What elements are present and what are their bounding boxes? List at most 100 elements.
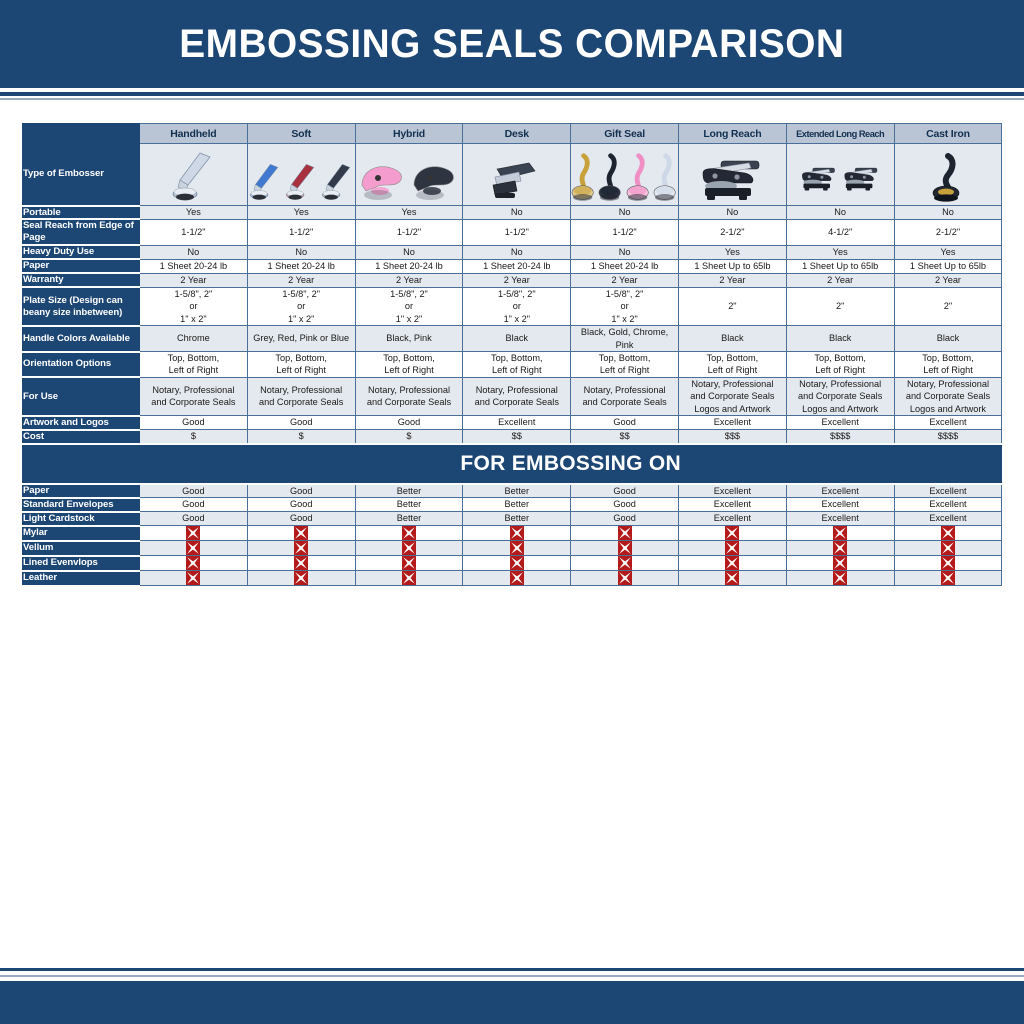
column-header-desk[interactable]: Desk [462,123,572,144]
not-supported-x-icon [725,526,740,541]
cell-lined-evenvlops-4 [570,555,679,572]
cell-artwork-and-logos-2: Good [354,415,464,431]
not-supported-x-icon [186,541,201,556]
row-label-for-use: For Use [22,377,140,417]
cell-paper-1: 1 Sheet 20-24 lb [246,258,356,274]
cell-plate-size-design-can-beany-size-inbetween-7: 2" [893,286,1003,327]
row-label-light-cardstock: Light Cardstock [22,511,140,527]
cell-lined-evenvlops-2 [354,555,464,572]
table-row: Seal Reach from Edge of Page 1-1/2" 1-1/2"… [22,218,1003,247]
row-label-heavy-duty-use: Heavy Duty Use [22,245,140,261]
not-supported-x-icon [401,571,416,586]
column-header-extended-long-reach[interactable]: Extended Long Reach [785,123,895,144]
not-supported-x-icon [186,526,201,541]
cell-artwork-and-logos-0: Good [139,415,248,431]
cell-seal-reach-from-edge-of-page-0: 1-1/2" [139,218,248,246]
cell-artwork-and-logos-6: Excellent [785,415,895,431]
cell-handle-colors-available-5: Black [677,325,787,353]
not-supported-x-icon [294,556,309,571]
cell-portable-5: No [677,205,787,220]
column-header-handheld[interactable]: Handheld [139,123,248,144]
embossing-seals-comparison-table: Handheld Soft Hybrid Desk Gift Seal Long Reac… [22,123,1003,587]
cell-portable-3: No [462,205,572,220]
cell-vellum-2 [354,540,464,557]
cell-for-use-6: Notary, Professional and Corporate Seals L… [785,376,895,417]
cell-cost-3: $$ [462,429,572,445]
column-header-cast-iron[interactable]: Cast Iron [893,123,1003,144]
column-header-hybrid[interactable]: Hybrid [354,123,464,144]
cell-light-cardstock-1: Good [246,511,356,527]
corner-cell [22,123,140,144]
row-label-paper: Paper [22,259,140,275]
not-supported-x-icon [833,541,848,556]
not-supported-x-icon [294,526,309,541]
column-header-long-reach[interactable]: Long Reach [677,123,787,144]
not-supported-x-icon [940,526,955,541]
cell-artwork-and-logos-7: Excellent [893,415,1003,431]
not-supported-x-icon [725,541,740,556]
table-row: Paper 1 Sheet 20-24 lb 1 Sheet 20-24 lb 1 S… [22,258,1003,275]
cell-lined-evenvlops-7 [893,555,1003,572]
column-header-gift-seal[interactable]: Gift Seal [570,123,679,144]
comparison-table-wrapper: Handheld Soft Hybrid Desk Gift Seal Long Reac… [22,123,1003,587]
cell-seal-reach-from-edge-of-page-2: 1-1/2" [354,218,464,246]
cell-warranty-7: 2 Year [893,272,1003,288]
footer-rule-thick [0,968,1024,971]
not-supported-x-icon [401,556,416,571]
cell-seal-reach-from-edge-of-page-7: 2-1/2" [893,218,1003,246]
cell-warranty-0: 2 Year [139,272,248,288]
embosser-image-cell [570,143,679,206]
not-supported-x-icon [509,571,524,586]
cell-lined-evenvlops-6 [785,555,895,572]
cell-orientation-options-3: Top, Bottom, Left of Right [462,351,572,378]
cell-plate-size-design-can-beany-size-inbetween-2: 1-5/8", 2" or 1" x 2" [354,286,464,327]
column-header-soft[interactable]: Soft [246,123,356,144]
page-header-banner: EMBOSSING SEALS COMPARISON [0,0,1024,88]
cell-heavy-duty-use-1: No [246,244,356,260]
table-row: Cost $ $ $ $$ $$ $$$ $$$$ $$$$ [22,429,1003,445]
header-rule-thick [0,92,1024,96]
cell-seal-reach-from-edge-of-page-5: 2-1/2" [677,218,787,246]
embosser-image-cell [785,143,895,206]
cast-iron-embosser-icon [895,147,1002,203]
cell-standard-envelopes-0: Good [139,497,248,513]
cell-for-use-7: Notary, Professional and Corporate Seals L… [893,376,1003,417]
cell-plate-size-design-can-beany-size-inbetween-5: 2" [677,286,787,327]
cell-cost-0: $ [139,429,248,445]
cell-mylar-2 [354,525,464,542]
embosser-image-cell [354,143,464,206]
row-label-type-of-embosser: Type of Embosser [22,143,140,207]
embosser-image-row: Type of Embosser [22,143,1003,207]
cell-portable-7: No [893,205,1003,220]
table-row: Light Cardstock Good Good Better Better Good E… [22,511,1003,527]
table-row: Leather [22,570,1003,587]
not-supported-x-icon [294,571,309,586]
cell-seal-reach-from-edge-of-page-1: 1-1/2" [246,218,356,246]
not-supported-x-icon [509,541,524,556]
cell-artwork-and-logos-5: Excellent [677,415,787,431]
cell-heavy-duty-use-2: No [354,244,464,260]
cell-cost-4: $$ [570,429,679,445]
cell-orientation-options-0: Top, Bottom, Left of Right [139,351,248,378]
cell-lined-evenvlops-5 [677,555,787,572]
cell-paper-6: Excellent [785,483,895,499]
table-row: Heavy Duty Use No No No No No Yes Yes Yes [22,244,1003,261]
embosser-image-cell [246,143,356,206]
cell-artwork-and-logos-3: Excellent [462,415,572,431]
cell-paper-2: 1 Sheet 20-24 lb [354,258,464,274]
cell-handle-colors-available-6: Black [785,325,895,353]
cell-portable-2: Yes [354,205,464,220]
cell-heavy-duty-use-5: Yes [677,244,787,260]
cell-for-use-5: Notary, Professional and Corporate Seals L… [677,376,787,417]
cell-cost-1: $ [246,429,356,445]
cell-vellum-1 [246,540,356,557]
embosser-image-cell [677,143,787,206]
cell-warranty-3: 2 Year [462,272,572,288]
cell-artwork-and-logos-1: Good [246,415,356,431]
cell-paper-0: Good [139,483,248,499]
section-banner-for-embossing-on: FOR EMBOSSING ON [138,442,1003,485]
cell-leather-0 [139,570,248,587]
cell-leather-6 [785,570,895,587]
table-row: Orientation Options Top, Bottom, Left of R… [22,351,1003,379]
row-label-cost: Cost [22,429,140,445]
